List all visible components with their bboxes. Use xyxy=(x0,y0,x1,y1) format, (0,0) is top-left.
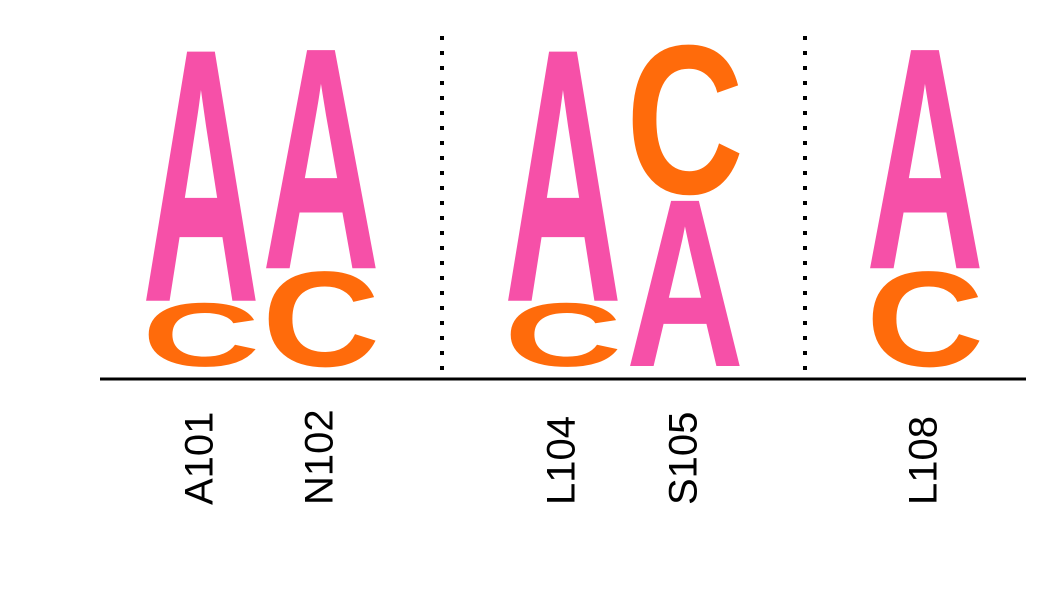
tick-label-n102: N102 xyxy=(298,409,342,505)
separator-lines xyxy=(440,36,807,379)
letter-a-s105: A xyxy=(626,149,744,418)
tick-label-l108: L108 xyxy=(902,416,946,505)
letter-c-a101: C xyxy=(142,284,260,385)
letter-a-a101: A xyxy=(142,0,260,378)
position-tick-labels: A101 N102 L104 S105 L108 xyxy=(178,409,946,505)
letter-a-n102: A xyxy=(262,0,380,336)
letter-c-s105: C xyxy=(626,1,744,239)
letter-c-n102: C xyxy=(262,243,380,395)
tick-label-l104: L104 xyxy=(540,416,584,505)
letter-a-l104: A xyxy=(504,0,622,378)
letter-c-l108: C xyxy=(866,243,984,395)
letter-a-l108: A xyxy=(866,0,984,336)
letter-c-l104: C xyxy=(504,284,622,385)
tick-label-s105: S105 xyxy=(662,412,706,505)
tick-label-a101: A101 xyxy=(178,412,222,505)
